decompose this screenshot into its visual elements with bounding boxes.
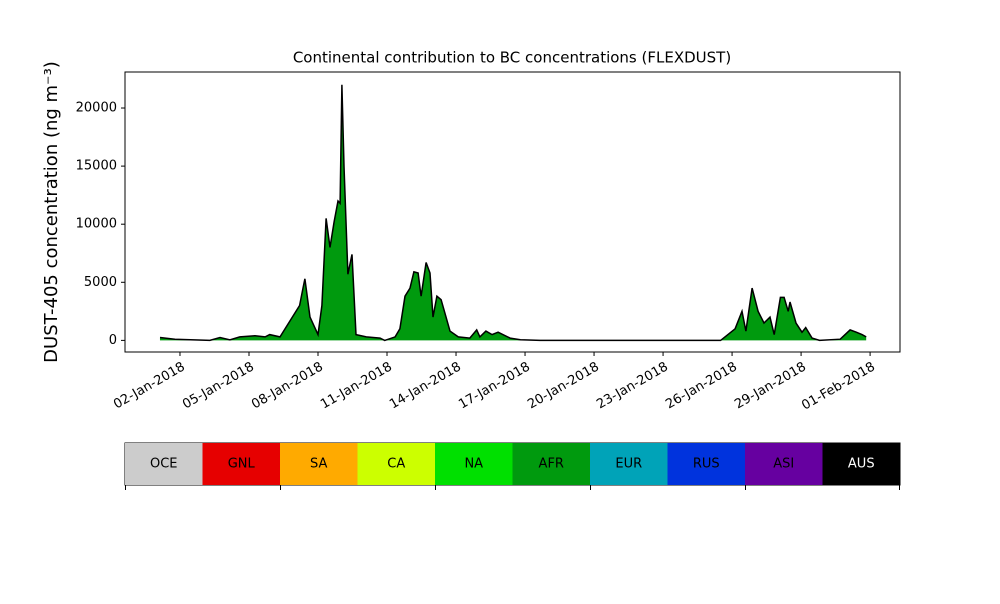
colorbar-swatch: [125, 443, 203, 485]
colorbar-ticks: [125, 485, 900, 490]
colorbar-label: SA: [310, 457, 327, 472]
y-tick-label: 20000: [76, 101, 117, 116]
plot-frame: [124, 71, 901, 353]
colorbar-label: RUS: [693, 457, 720, 472]
x-tick-label: 01-Feb-2018: [799, 360, 878, 414]
y-axis-label: DUST-405 concentration (ng m⁻³): [41, 61, 62, 363]
y-tick-label: 15000: [76, 159, 117, 174]
colorbar-swatch: [745, 443, 823, 485]
y-tick-label: 0: [109, 333, 117, 348]
colorbar-swatch: [202, 443, 280, 485]
colorbar-swatch: [590, 443, 668, 485]
colorbar-label: GNL: [228, 457, 256, 472]
colorbar-label: OCE: [150, 457, 178, 472]
colorbar-swatch: [280, 443, 358, 485]
area: [159, 84, 867, 341]
x-tick-label: 26-Jan-2018: [663, 360, 740, 413]
colorbar-label: AFR: [539, 457, 564, 472]
colorbar-label: EUR: [615, 457, 642, 472]
x-tick-label: 17-Jan-2018: [456, 360, 533, 413]
y-tick-label: 5000: [84, 275, 117, 290]
x-tick-label: 14-Jan-2018: [387, 360, 464, 413]
colorbar-swatch: [435, 443, 513, 485]
x-tick-label: 20-Jan-2018: [525, 360, 602, 413]
area-outline: [159, 84, 867, 342]
colorbar-swatch: [822, 443, 900, 485]
x-tick-label: 29-Jan-2018: [732, 360, 809, 413]
x-tick-label: 05-Jan-2018: [180, 360, 257, 413]
colorbar-swatch: [512, 443, 590, 485]
colorbar-label: CA: [387, 457, 405, 472]
y-tick-label: 10000: [76, 217, 117, 232]
colorbar-swatch: [667, 443, 745, 485]
x-tick-label: 11-Jan-2018: [318, 360, 395, 413]
x-tick-label: 23-Jan-2018: [594, 360, 671, 413]
x-tick-label: 02-Jan-2018: [111, 360, 188, 413]
colorbar-swatch: [357, 443, 435, 485]
chart-title: Continental contribution to BC concentra…: [293, 49, 731, 67]
x-tick-label: 08-Jan-2018: [249, 360, 326, 413]
colorbar-label: ASI: [773, 457, 794, 472]
colorbar-label: AUS: [848, 457, 875, 472]
colorbar-label: NA: [464, 457, 483, 472]
